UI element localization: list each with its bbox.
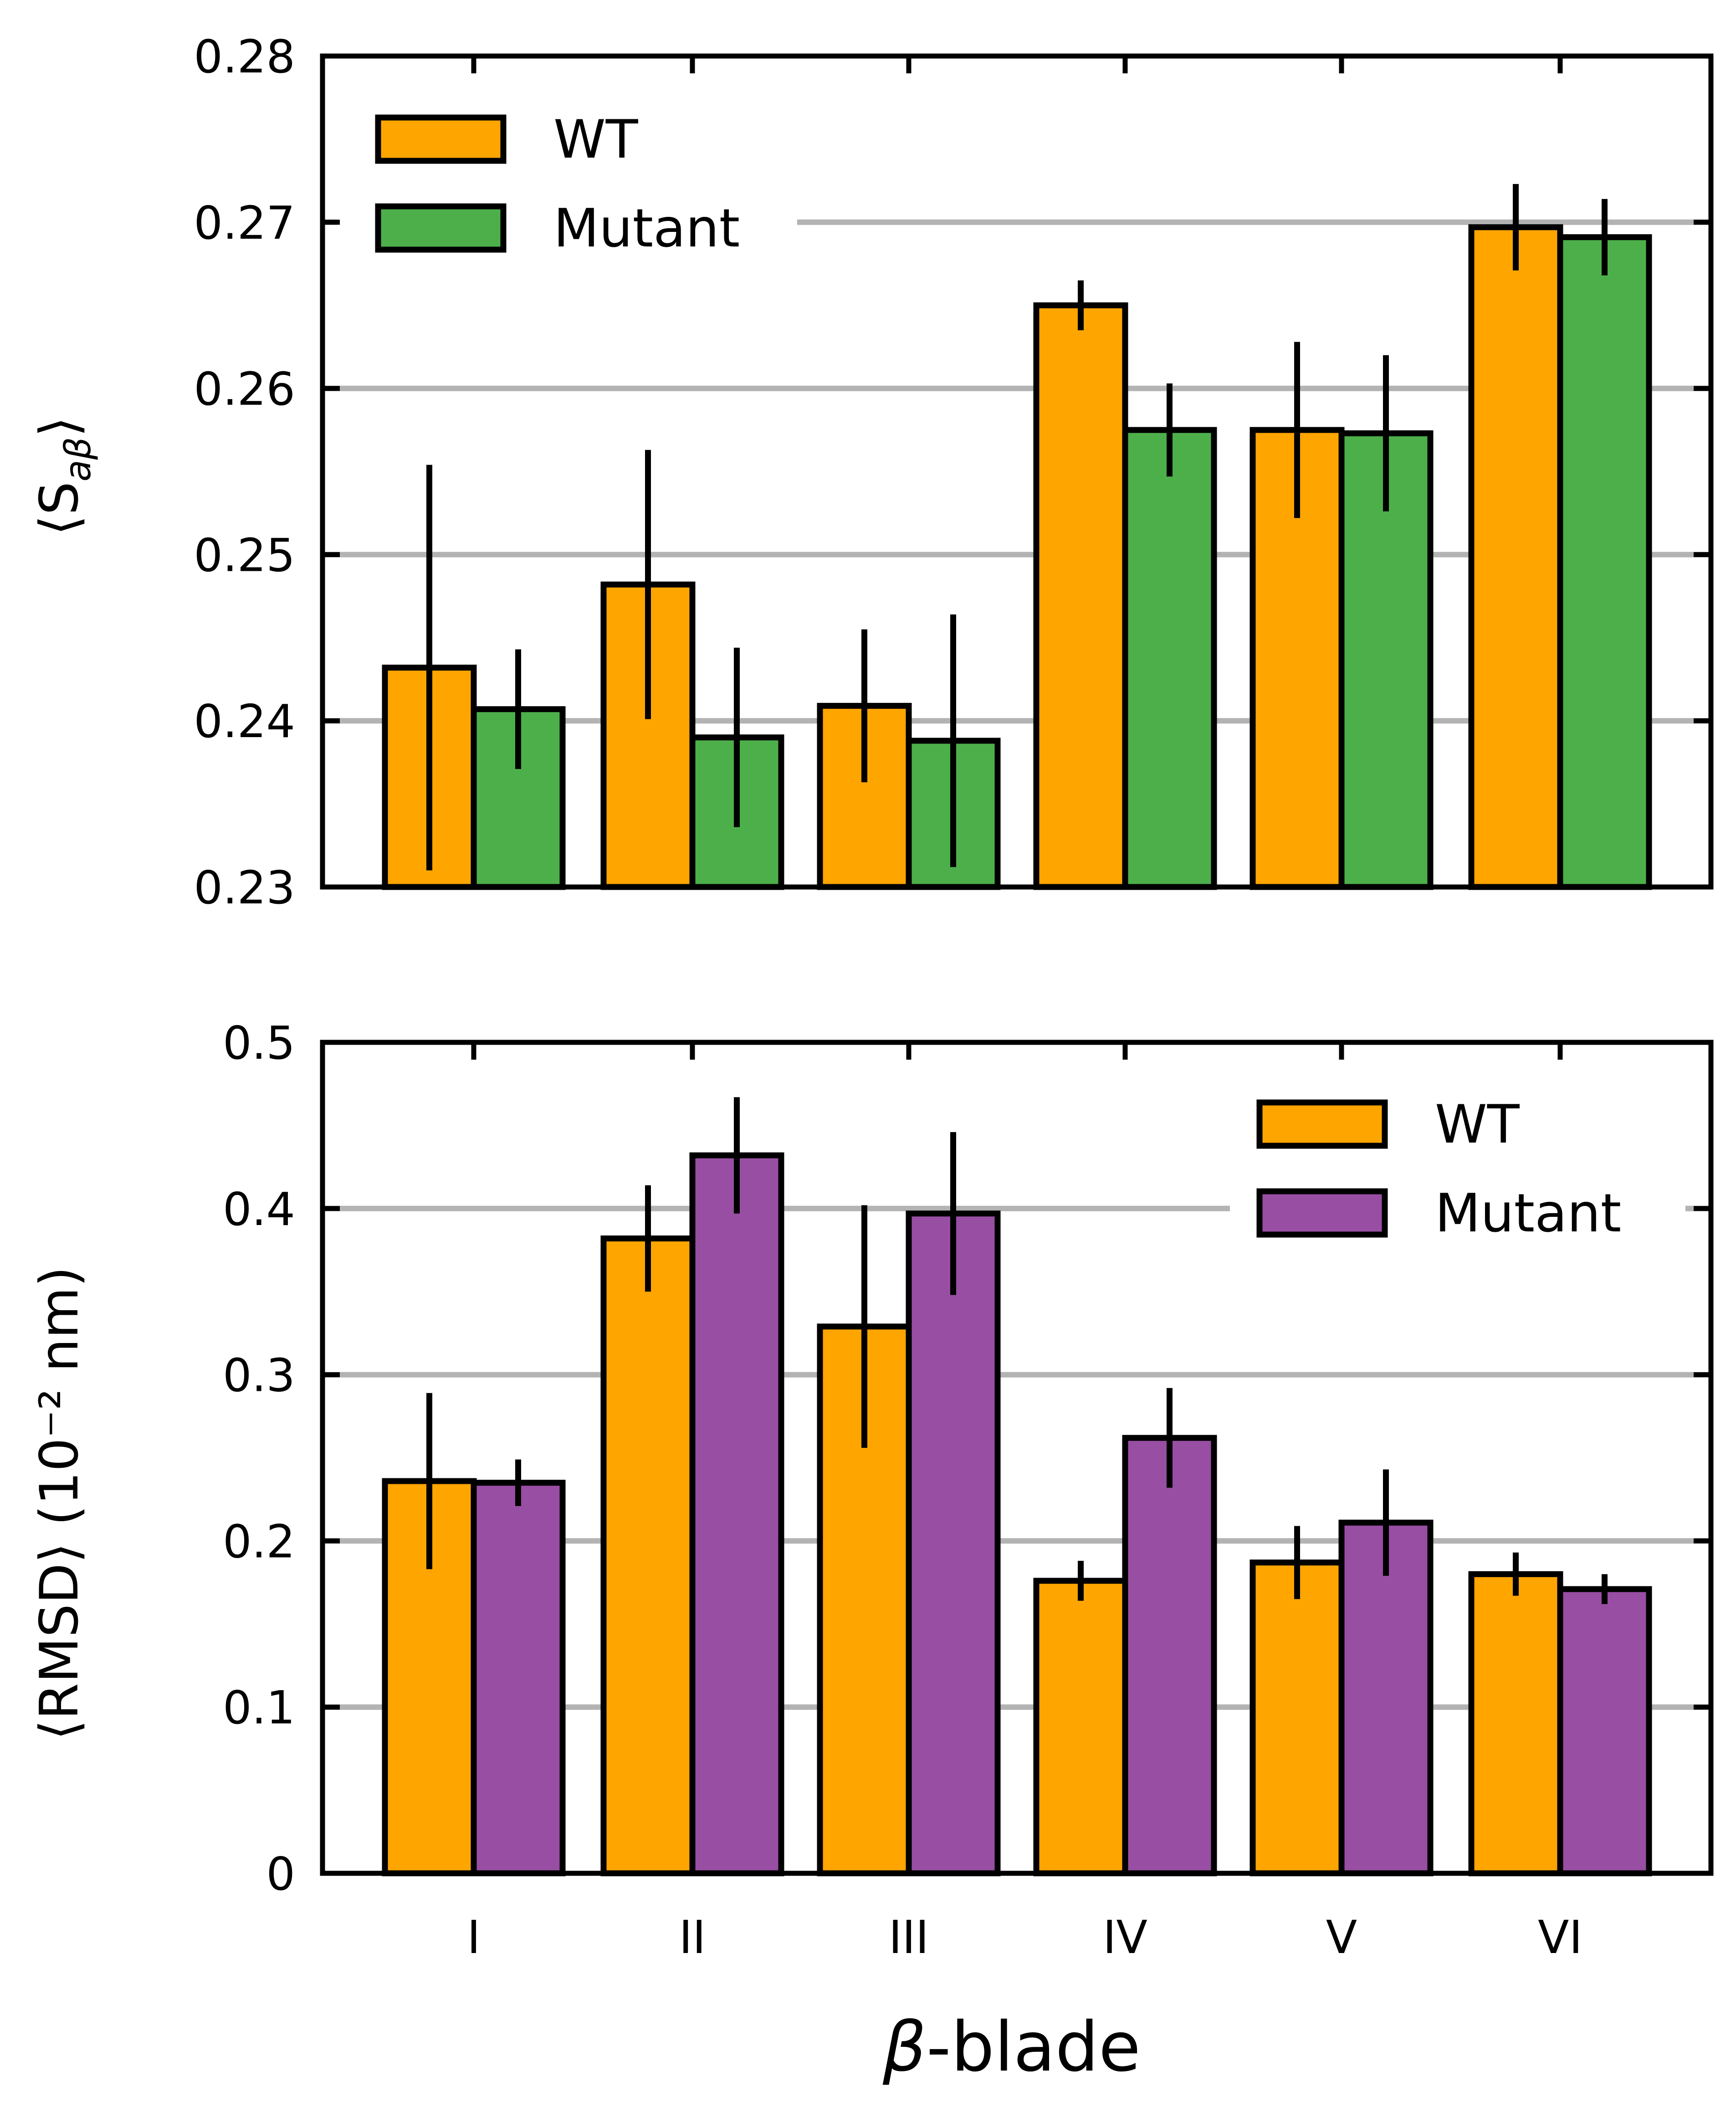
x-axis-title-symbol: β	[882, 2008, 927, 2087]
top-axes-frame	[320, 53, 1714, 890]
bottom-bar-mutant-II	[689, 1152, 784, 1876]
top-ytick-label: 0.26	[194, 363, 295, 416]
bottom-ytick-label: 0.1	[223, 1681, 295, 1734]
top-ytick-label: 0.24	[194, 695, 295, 748]
bottom-y-axis-title: ⟨RMSD⟩ (10⁻² nm)	[29, 1266, 90, 1740]
top-legend-label-wt: WT	[553, 109, 639, 170]
bottom-legend-swatch-wt	[1256, 1099, 1388, 1149]
top-bar-mutant-VI	[1557, 234, 1652, 890]
top-y-axis-title-subscript: aβ	[58, 437, 99, 482]
top-y-axis-title-suffix: ⟩	[29, 416, 90, 437]
bottom-ytick-label: 0	[266, 1847, 295, 1901]
bottom-ytick-label: 0.5	[223, 1016, 295, 1070]
bottom-ytick-label: 0.3	[223, 1349, 295, 1402]
top-y-axis-title: ⟨Saβ⟩	[29, 416, 99, 536]
top-bar-wt-VI	[1468, 224, 1563, 890]
bottom-bar-wt-VI	[1468, 1571, 1563, 1876]
bottom-bar-mutant-I	[471, 1480, 566, 1876]
xtick-label-III: III	[889, 1911, 929, 1964]
bottom-bar-mutant-III	[906, 1210, 1001, 1876]
top-legend: WT Mutant	[375, 109, 740, 259]
xtick-label-I: I	[467, 1911, 481, 1964]
top-bar-mutant-IV	[1122, 427, 1217, 890]
top-panel: 0.23 0.24 0.25 0.26 0.27 0.28 WT Mutant	[194, 30, 1714, 914]
bottom-axes-frame	[320, 1040, 1714, 1876]
top-ytick-label: 0.28	[194, 30, 295, 83]
top-legend-swatch-mutant	[375, 203, 507, 253]
x-axis-title-text: -blade	[927, 2008, 1141, 2087]
bottom-bar-wt-IV	[1033, 1578, 1128, 1876]
bottom-bar-wt-II	[600, 1235, 696, 1876]
bottom-legend-swatch-mutant	[1256, 1188, 1388, 1238]
bottom-ytick-label: 0.4	[223, 1183, 295, 1236]
top-ytick-label: 0.27	[194, 196, 295, 250]
xtick-label-IV: IV	[1103, 1911, 1147, 1964]
bottom-bar-wt-V	[1250, 1559, 1345, 1876]
bottom-legend-label-mutant: Mutant	[1435, 1183, 1621, 1244]
bottom-bar-mutant-V	[1338, 1519, 1434, 1876]
x-axis-title: β-blade	[882, 2008, 1141, 2087]
bottom-legend: WT Mutant	[1256, 1094, 1621, 1244]
bottom-legend-label-wt: WT	[1435, 1094, 1520, 1155]
bottom-bar-mutant-VI	[1557, 1586, 1652, 1876]
top-y-axis-title-prefix: ⟨S	[29, 482, 90, 536]
top-bar-wt-IV	[1033, 302, 1128, 890]
top-ytick-label: 0.23	[194, 861, 295, 914]
xtick-label-VI: VI	[1538, 1911, 1582, 1964]
bottom-ytick-label: 0.2	[223, 1515, 295, 1568]
xtick-label-V: V	[1326, 1911, 1357, 1964]
top-legend-label-mutant: Mutant	[553, 198, 740, 259]
top-legend-swatch-wt	[375, 114, 507, 164]
xtick-label-II: II	[679, 1911, 706, 1964]
top-ytick-label: 0.25	[194, 528, 295, 582]
bottom-bar-mutant-IV	[1122, 1435, 1217, 1876]
